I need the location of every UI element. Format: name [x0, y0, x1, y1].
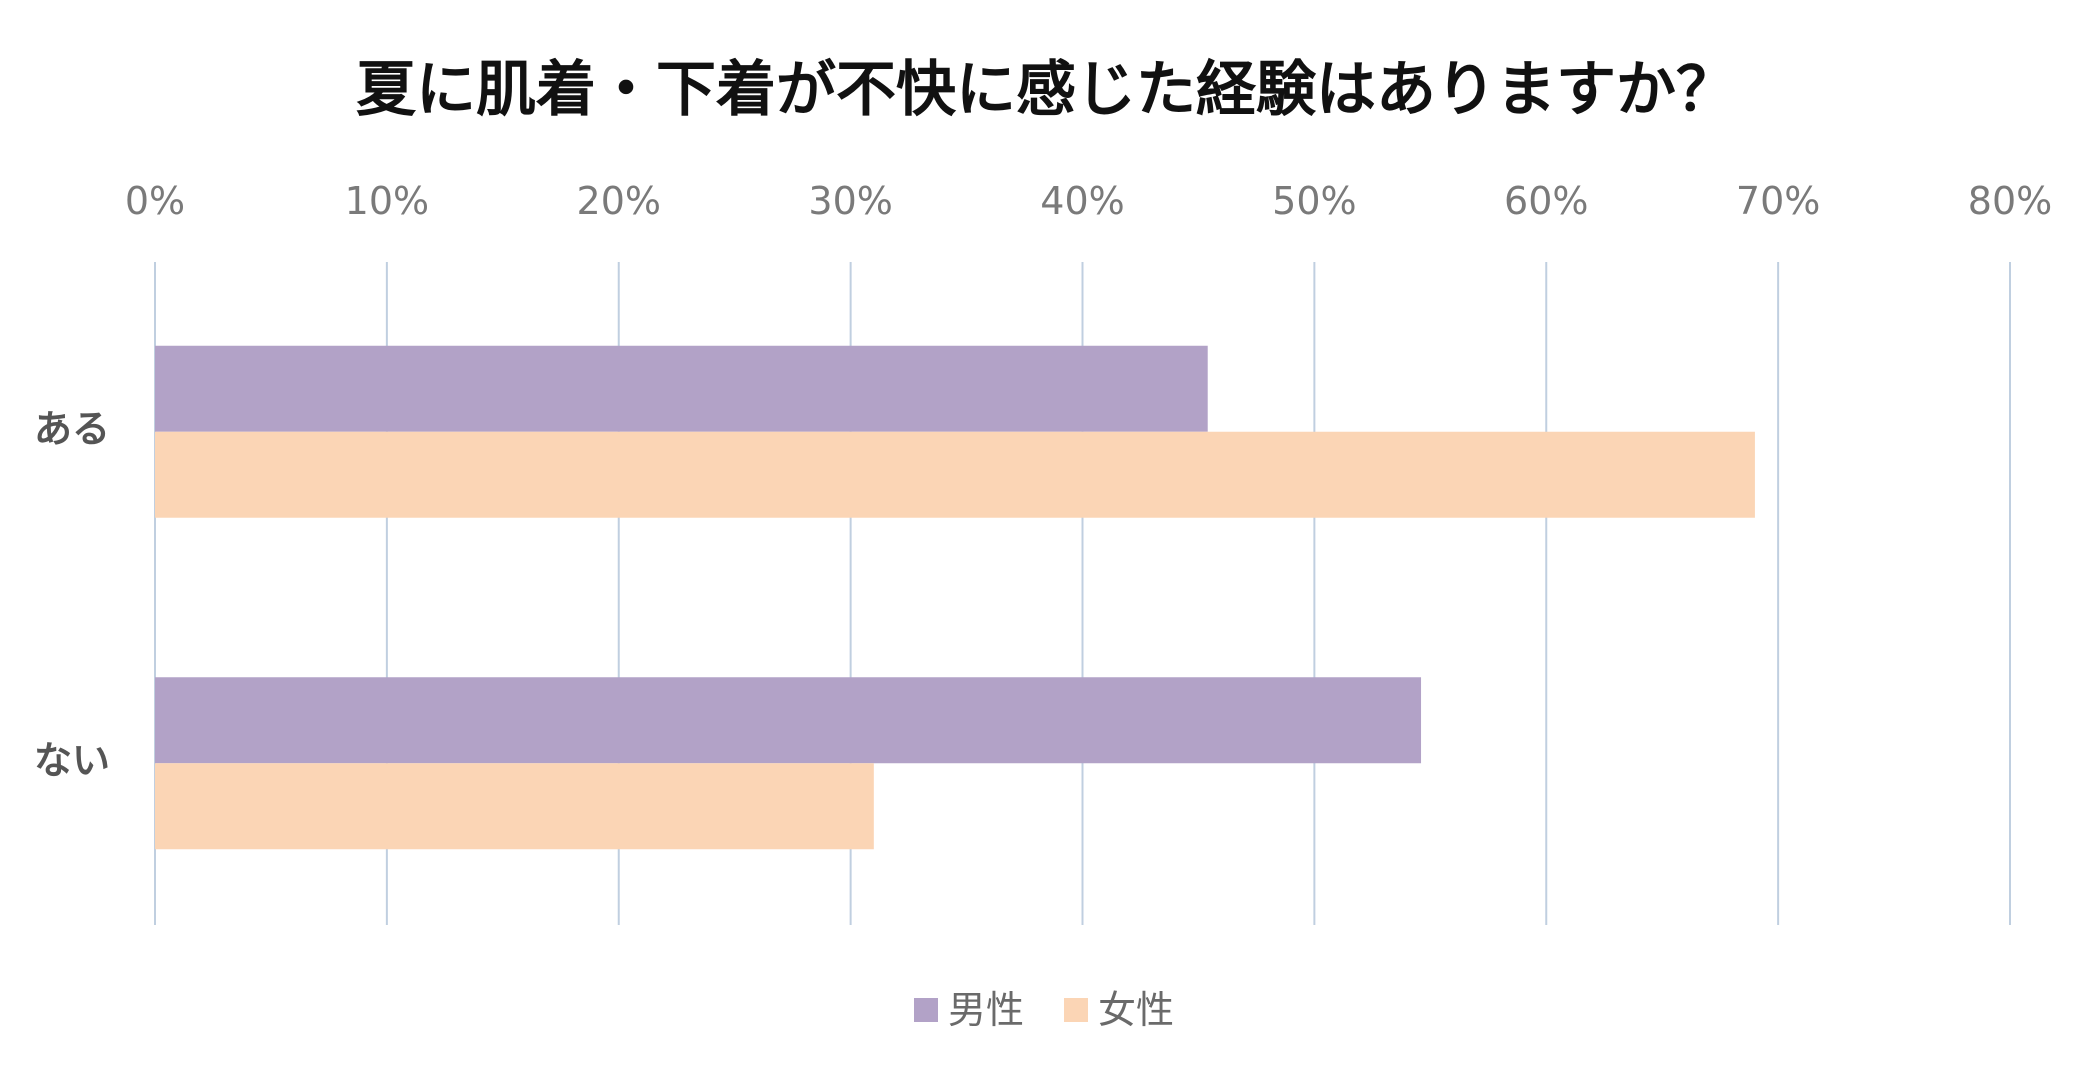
legend-label: 女性: [1098, 988, 1174, 1032]
x-tick-label: 30%: [808, 179, 892, 223]
category-label: ある: [34, 407, 110, 451]
x-tick-label: 0%: [125, 179, 185, 223]
x-tick-label: 50%: [1272, 179, 1356, 223]
category-label: ない: [34, 738, 110, 782]
x-tick-label: 80%: [1968, 179, 2052, 223]
bar: [155, 677, 1422, 764]
x-tick-label: 40%: [1040, 179, 1124, 223]
x-axis-ticks: 0% 10% 20% 30% 40% 50% 60% 70% 80%: [125, 179, 2052, 223]
x-tick-label: 20%: [577, 179, 661, 223]
bar: [155, 345, 1208, 432]
x-tick-label: 60%: [1504, 179, 1588, 223]
legend-label: 男性: [948, 988, 1024, 1032]
legend: 男性 女性: [914, 988, 1174, 1032]
bar: [155, 763, 874, 850]
legend-swatch: [914, 998, 938, 1022]
legend-swatch: [1064, 998, 1088, 1022]
x-tick-label: 70%: [1736, 179, 1820, 223]
bars: [155, 345, 1755, 850]
chart-title: 夏に肌着・下着が不快に感じた経験はありますか？: [356, 55, 1736, 125]
x-tick-label: 10%: [345, 179, 429, 223]
bar: [155, 431, 1755, 518]
